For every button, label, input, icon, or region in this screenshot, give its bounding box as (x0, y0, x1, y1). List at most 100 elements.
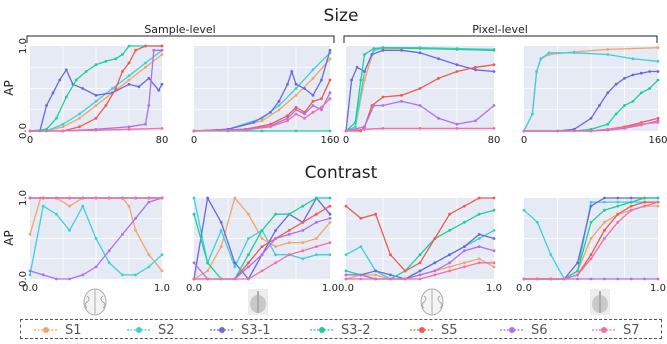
data-point-S7 (629, 208, 633, 212)
legend-swatch (310, 327, 334, 333)
data-point-S2 (147, 265, 151, 269)
data-point-S3-1 (616, 196, 620, 200)
data-point-S6 (41, 273, 45, 277)
data-point-S1 (477, 257, 481, 261)
data-point-S1 (656, 46, 660, 50)
data-point-S3-2 (631, 99, 635, 103)
data-point-S6 (55, 277, 58, 281)
series-line-S3-1 (524, 70, 658, 132)
data-point-S3-2 (381, 46, 385, 50)
data-point-S7 (55, 196, 58, 200)
data-point-S7 (616, 220, 620, 224)
data-point-S1 (260, 119, 264, 123)
data-point-S1 (134, 229, 138, 232)
data-point-S6 (247, 265, 250, 269)
data-point-S5 (492, 63, 496, 67)
data-point-S3-1 (45, 104, 48, 107)
data-point-S5 (311, 99, 315, 103)
legend-item-S6: S6 (499, 321, 548, 339)
data-point-S3-1 (51, 91, 55, 95)
data-point-S5 (359, 216, 363, 220)
data-point-S3-1 (363, 70, 366, 73)
data-point-S6 (94, 265, 98, 269)
data-point-S5 (474, 65, 477, 69)
data-point-S5 (455, 70, 459, 73)
data-point-S7 (549, 277, 553, 281)
data-point-S3-1 (492, 237, 496, 240)
data-point-S3-1 (94, 93, 98, 97)
legend-label: S3-2 (341, 322, 371, 338)
data-point-S3-1 (147, 76, 151, 80)
data-point-S2 (61, 122, 65, 126)
panel-contrast-pixel-brain: 0.0 1.0 (338, 196, 502, 294)
data-point-S1 (206, 269, 210, 273)
data-point-S1 (160, 53, 164, 56)
data-point-S3-1 (290, 70, 294, 73)
data-point-S6 (463, 249, 466, 253)
data-point-S7 (589, 129, 593, 133)
data-point-S6 (127, 125, 131, 129)
data-point-S7 (315, 245, 318, 249)
data-point-S1 (287, 241, 291, 245)
data-point-S2 (55, 212, 58, 216)
data-point-S1 (61, 125, 65, 129)
x-tick-label: 160 (320, 135, 339, 146)
data-point-S2 (68, 229, 71, 232)
data-point-S7 (233, 277, 237, 281)
data-point-S3-2 (121, 53, 124, 56)
data-point-S5 (94, 116, 98, 120)
data-point-S2 (94, 237, 98, 240)
data-point-S3-1 (381, 48, 385, 52)
x-tick-label: 0 (343, 135, 349, 146)
y-axis-label-size: AP (2, 80, 16, 95)
data-point-S2 (536, 220, 539, 224)
data-point-S7 (260, 269, 264, 273)
data-point-S3-1 (477, 233, 481, 236)
x-tick-label: 1.0 (650, 283, 666, 294)
legend-swatch (592, 327, 616, 333)
data-point-S6 (437, 116, 440, 120)
data-point-S7 (94, 128, 98, 132)
data-point-S1 (219, 245, 223, 249)
data-point-S5 (287, 229, 291, 232)
data-point-S6 (315, 220, 318, 224)
data-point-S5 (492, 196, 496, 200)
data-point-S1 (589, 237, 593, 240)
data-point-S5 (114, 87, 118, 90)
data-point-S6 (260, 253, 264, 257)
legend-label: S7 (623, 322, 640, 338)
data-point-S7 (320, 105, 323, 109)
data-point-S3-2 (84, 70, 88, 73)
data-point-S3-1 (277, 99, 281, 103)
data-point-S6 (147, 104, 151, 107)
data-point-S7 (68, 196, 71, 200)
legend-swatch (210, 327, 234, 333)
data-point-S3-2 (328, 196, 332, 200)
data-point-S6 (287, 233, 291, 236)
data-point-S5 (320, 97, 323, 101)
data-point-S7 (121, 196, 124, 200)
data-point-S2 (81, 204, 85, 208)
data-point-S3-1 (374, 269, 377, 273)
data-point-S2 (535, 70, 538, 73)
data-point-S1 (603, 220, 606, 224)
data-point-S5 (656, 116, 660, 120)
data-point-S6 (28, 269, 32, 273)
data-point-S3-2 (274, 212, 277, 216)
data-point-S6 (492, 104, 496, 107)
data-point-S6 (616, 277, 620, 281)
data-point-S1 (127, 204, 131, 208)
data-point-S3-1 (433, 261, 437, 265)
data-point-S5 (463, 204, 466, 208)
data-point-S7 (134, 196, 138, 200)
series-line-S3-1 (345, 49, 495, 132)
data-point-S6 (372, 104, 376, 107)
data-point-S3-1 (58, 78, 62, 82)
data-point-S7 (328, 97, 332, 101)
data-point-S3-2 (589, 220, 593, 224)
data-point-S7 (562, 277, 566, 281)
data-point-S3-1 (455, 63, 459, 67)
data-point-S3-1 (219, 220, 223, 224)
data-point-S5 (260, 245, 264, 249)
data-point-S7 (403, 277, 407, 281)
